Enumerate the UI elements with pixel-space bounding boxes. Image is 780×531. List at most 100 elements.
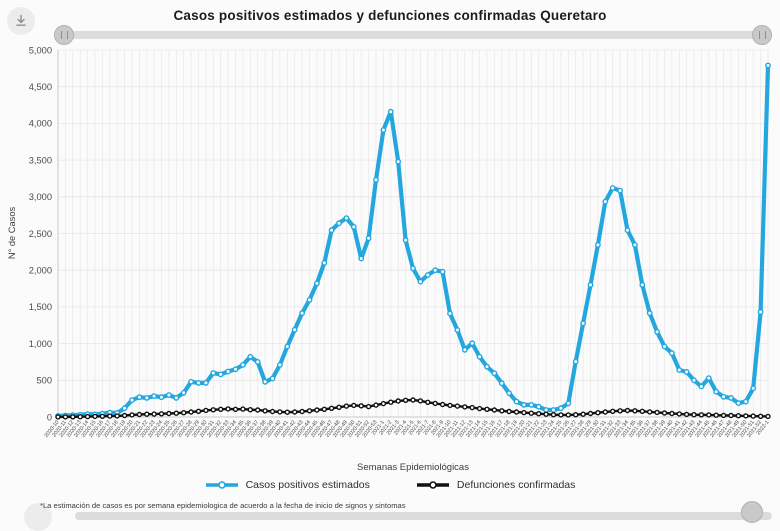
series-casos-positivos-estimados[interactable] xyxy=(55,62,771,419)
data-point[interactable] xyxy=(388,399,394,405)
data-point[interactable] xyxy=(691,377,697,384)
data-point[interactable] xyxy=(121,412,128,419)
data-point[interactable] xyxy=(743,413,749,419)
slider-handle-left[interactable] xyxy=(54,25,74,45)
data-point[interactable] xyxy=(232,366,239,373)
data-point[interactable] xyxy=(713,412,719,418)
data-point[interactable] xyxy=(136,411,143,418)
data-point[interactable] xyxy=(92,413,98,420)
data-point[interactable] xyxy=(580,320,586,327)
data-point[interactable] xyxy=(402,237,409,244)
data-point[interactable] xyxy=(506,408,512,415)
data-point[interactable] xyxy=(757,309,764,315)
data-point[interactable] xyxy=(602,198,609,205)
data-point[interactable] xyxy=(262,378,268,385)
data-point[interactable] xyxy=(336,404,342,410)
data-point[interactable] xyxy=(365,403,372,410)
data-point[interactable] xyxy=(121,405,128,412)
data-point[interactable] xyxy=(180,410,187,416)
data-point[interactable] xyxy=(107,413,113,419)
data-point[interactable] xyxy=(188,378,195,385)
data-point[interactable] xyxy=(417,398,424,404)
data-point[interactable] xyxy=(705,375,712,381)
data-point[interactable] xyxy=(277,409,283,415)
data-point[interactable] xyxy=(587,281,594,288)
data-point[interactable] xyxy=(558,412,564,418)
data-point[interactable] xyxy=(313,280,320,287)
data-point[interactable] xyxy=(195,379,202,386)
data-point[interactable] xyxy=(144,411,150,417)
series-defunciones-confirmadas[interactable] xyxy=(55,397,771,420)
data-point[interactable] xyxy=(735,413,742,419)
data-point[interactable] xyxy=(676,367,683,373)
data-point[interactable] xyxy=(624,227,631,234)
data-point[interactable] xyxy=(269,408,276,415)
data-point[interactable] xyxy=(447,310,453,317)
data-point[interactable] xyxy=(462,404,468,410)
next-chart-slider-handle[interactable] xyxy=(741,501,763,523)
data-point[interactable] xyxy=(173,394,180,401)
data-point[interactable] xyxy=(565,400,572,407)
data-point[interactable] xyxy=(358,403,364,409)
data-point[interactable] xyxy=(683,368,690,375)
data-point[interactable] xyxy=(417,278,424,285)
data-point[interactable] xyxy=(713,388,720,395)
data-point[interactable] xyxy=(306,296,313,303)
data-point[interactable] xyxy=(528,401,535,408)
data-point[interactable] xyxy=(351,402,357,409)
data-point[interactable] xyxy=(343,215,350,222)
data-point[interactable] xyxy=(158,411,165,417)
data-point[interactable] xyxy=(742,398,749,405)
data-point[interactable] xyxy=(610,408,616,414)
data-point[interactable] xyxy=(284,343,291,350)
data-point[interactable] xyxy=(395,398,401,404)
data-point[interactable] xyxy=(365,235,372,242)
data-point[interactable] xyxy=(698,383,705,390)
data-point[interactable] xyxy=(691,412,697,418)
data-point[interactable] xyxy=(306,408,313,414)
data-point[interactable] xyxy=(373,176,379,183)
data-point[interactable] xyxy=(292,409,298,415)
data-point[interactable] xyxy=(632,241,638,248)
data-point[interactable] xyxy=(195,408,202,414)
data-point[interactable] xyxy=(269,375,276,382)
data-point[interactable] xyxy=(683,411,690,418)
data-point[interactable] xyxy=(84,413,91,420)
data-point[interactable] xyxy=(491,407,498,413)
data-point[interactable] xyxy=(558,405,564,412)
data-point[interactable] xyxy=(521,401,527,408)
data-point[interactable] xyxy=(136,394,143,401)
data-point[interactable] xyxy=(247,353,254,360)
data-point[interactable] xyxy=(299,310,305,316)
data-point[interactable] xyxy=(669,350,675,356)
data-point[interactable] xyxy=(173,410,180,416)
data-point[interactable] xyxy=(572,358,579,365)
data-point[interactable] xyxy=(669,410,675,417)
data-point[interactable] xyxy=(151,393,158,399)
data-point[interactable] xyxy=(624,407,631,414)
download-button[interactable] xyxy=(7,7,35,35)
data-point[interactable] xyxy=(410,397,416,403)
data-point[interactable] xyxy=(654,409,660,416)
data-point[interactable] xyxy=(646,310,653,316)
data-point[interactable] xyxy=(639,281,646,288)
data-point[interactable] xyxy=(158,394,165,401)
data-point[interactable] xyxy=(343,403,350,409)
data-point[interactable] xyxy=(461,346,468,353)
data-point[interactable] xyxy=(284,409,290,415)
data-point[interactable] xyxy=(77,414,83,420)
data-point[interactable] xyxy=(432,400,438,407)
data-point[interactable] xyxy=(210,407,217,413)
data-point[interactable] xyxy=(469,340,476,347)
data-point[interactable] xyxy=(350,223,357,230)
data-point[interactable] xyxy=(225,368,232,375)
data-point[interactable] xyxy=(217,406,224,412)
data-point[interactable] xyxy=(254,358,261,365)
data-point[interactable] xyxy=(550,407,557,413)
data-point[interactable] xyxy=(535,403,542,410)
data-point[interactable] xyxy=(439,401,446,408)
data-point[interactable] xyxy=(387,108,394,115)
data-point[interactable] xyxy=(166,410,172,417)
data-point[interactable] xyxy=(454,403,461,409)
data-point[interactable] xyxy=(498,380,505,387)
